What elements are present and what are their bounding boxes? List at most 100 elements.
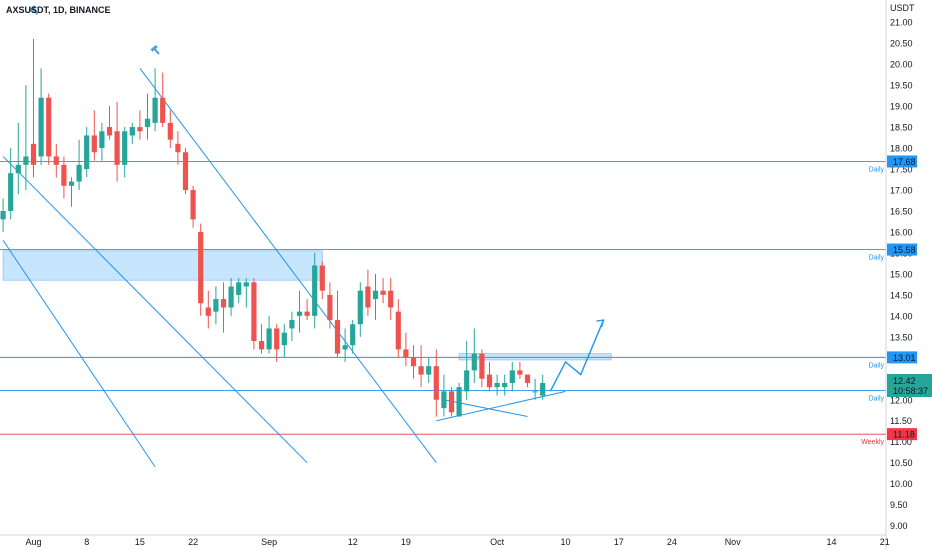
current-price-text: 12.42 — [893, 376, 916, 386]
level-tag-label: Daily — [868, 362, 884, 369]
price-tag-text: 15.58 — [893, 245, 916, 255]
supply-zone — [2, 250, 323, 281]
price-tick-label: 14.50 — [890, 290, 913, 300]
level-tag-label: Daily — [868, 166, 884, 173]
candle-up — [23, 156, 29, 165]
price-tick-label: 15.00 — [890, 269, 913, 279]
projection-path — [549, 319, 605, 392]
candle-down — [448, 391, 455, 413]
price-tick-label: 19.50 — [890, 81, 913, 91]
price-tag-box — [887, 428, 917, 441]
candle-up — [372, 290, 379, 300]
time-tick-label: 14 — [826, 537, 836, 547]
candle-up — [38, 97, 44, 157]
candle-up — [456, 387, 462, 417]
candle-up — [540, 382, 546, 396]
time-tick-label: 22 — [188, 537, 198, 547]
trendline — [139, 68, 437, 463]
candle-up — [312, 265, 318, 316]
price-tick-label: 13.50 — [890, 332, 913, 342]
price-tag-box — [887, 351, 917, 364]
candle-up — [76, 164, 82, 182]
candle-down — [410, 357, 417, 367]
candle-up — [213, 299, 219, 312]
hammer-head — [28, 5, 37, 12]
candle-up — [68, 181, 75, 186]
candle-up — [122, 131, 128, 165]
trendline — [443, 399, 528, 418]
candle-up — [502, 382, 508, 388]
time-tick-label: Aug — [25, 537, 41, 547]
price-tick-label: 21.00 — [890, 18, 913, 28]
projection-layer — [549, 319, 605, 392]
candle-up — [509, 370, 515, 383]
candle-down — [190, 190, 196, 220]
price-tick-label: 18.00 — [890, 144, 913, 154]
candle-down — [205, 307, 211, 316]
time-tick-label: 8 — [84, 537, 89, 547]
candle-up — [296, 311, 303, 316]
candle-down — [479, 353, 485, 379]
candle-up — [0, 210, 6, 220]
candle-down — [388, 290, 394, 308]
candle-up — [99, 131, 105, 149]
candle-down — [46, 97, 52, 157]
candle-up — [426, 366, 432, 375]
price-tick-label: 17.00 — [890, 186, 913, 196]
price-tag-text: 11.18 — [893, 430, 915, 440]
countdown-text: 10:58:37 — [893, 386, 928, 396]
candle-down — [380, 290, 386, 295]
symbol-title[interactable]: AXSUSDT, 1D, BINANCE — [6, 5, 111, 15]
level-tag-label: Daily — [868, 396, 884, 403]
price-tick-label: 14.00 — [890, 311, 913, 321]
hammer-handle — [32, 8, 39, 15]
price-tick-label: 9.00 — [890, 521, 908, 531]
hammer-icon — [28, 5, 39, 15]
level-tag-label: Daily — [868, 255, 884, 262]
time-axis[interactable]: Aug 8 15 22 Sep 12 19 Oct 10 17 24 Nov 14 21 — [25, 537, 889, 547]
candle-up — [228, 286, 234, 308]
hammer-head — [150, 44, 158, 52]
time-tick-label: 12 — [348, 537, 358, 547]
time-tick-label: Sep — [261, 537, 277, 547]
price-tick-label: 20.50 — [890, 39, 913, 49]
price-axis[interactable]: 21.00 20.50 20.00 19.50 19.00 18.50 18.00 17.50… — [890, 18, 913, 531]
candle-up — [236, 282, 242, 295]
price-tick-label: 20.00 — [890, 60, 913, 70]
candle-up — [471, 353, 477, 371]
candle-down — [251, 282, 257, 342]
price-tick-label: 18.50 — [890, 123, 913, 133]
candle-down — [61, 164, 67, 186]
candle-up — [15, 164, 21, 174]
candle-down — [91, 135, 97, 153]
candle-down — [418, 366, 424, 375]
candle-up — [144, 118, 151, 128]
candle-down — [258, 341, 265, 350]
price-tag-box — [887, 243, 917, 256]
candle-up — [129, 127, 135, 136]
candle-up — [464, 370, 470, 392]
candle-up — [243, 282, 249, 287]
hammer-icon — [150, 44, 160, 55]
supply-zone — [458, 353, 612, 361]
candle-down — [106, 127, 113, 136]
currency-label: USDT — [890, 3, 915, 13]
candle-down — [334, 320, 341, 354]
time-tick-label: 10 — [560, 537, 570, 547]
candle-down — [433, 366, 439, 400]
candle-down — [30, 143, 37, 165]
candle-down — [182, 152, 189, 190]
candle-down — [486, 374, 493, 388]
time-tick-label: 19 — [401, 537, 411, 547]
candle-down — [517, 370, 523, 375]
current-price-box — [887, 374, 932, 398]
time-tick-label: 21 — [880, 537, 890, 547]
candle-up — [281, 332, 287, 346]
trendline — [2, 240, 156, 468]
candle-down — [327, 294, 333, 321]
candle-down — [175, 143, 181, 153]
candle-down — [220, 299, 227, 308]
candle-up — [350, 324, 356, 346]
